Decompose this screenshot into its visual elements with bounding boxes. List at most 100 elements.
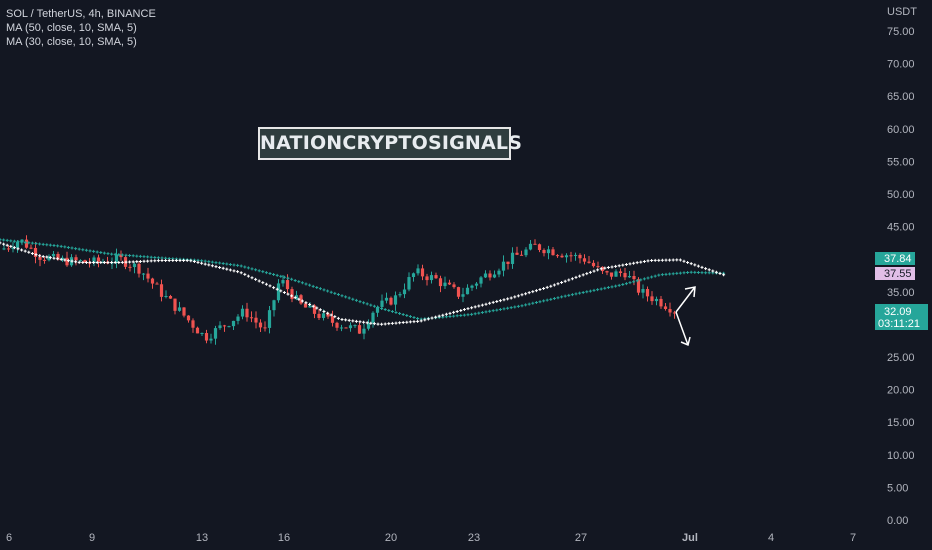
ma-point: [153, 259, 157, 263]
price-tick-label: 55.00: [887, 156, 915, 168]
ma-point: [362, 301, 366, 305]
candle-body: [537, 244, 542, 250]
candle-body: [614, 271, 618, 277]
ma-point: [311, 304, 315, 308]
ma-point: [653, 258, 657, 262]
ma-point: [682, 271, 686, 275]
ma-point: [585, 290, 589, 294]
ma-point: [293, 296, 297, 300]
ma-point: [524, 292, 528, 296]
ma-point: [599, 267, 603, 271]
candle-body: [591, 262, 596, 267]
ma-point: [243, 265, 247, 269]
candle-body: [564, 255, 569, 258]
ma-point: [653, 274, 657, 278]
candle-body: [114, 254, 119, 263]
svg-text:37.84: 37.84: [884, 253, 912, 265]
ma-point: [394, 321, 398, 325]
candle-body: [173, 298, 177, 311]
time-axis[interactable]: 6 9 13 16 20 23 27 Jul 4 7: [6, 532, 856, 544]
ma-point: [92, 249, 96, 253]
candle-body: [542, 249, 546, 254]
ma-point: [484, 302, 488, 306]
candle-body: [65, 257, 69, 266]
ma-point: [574, 292, 578, 296]
ma-point: [322, 288, 326, 292]
ma-point: [5, 243, 9, 247]
symbol-info[interactable]: SOL / TetherUS, 4h, BINANCE: [6, 8, 156, 20]
ma-point: [347, 318, 351, 322]
ma-point: [0, 241, 2, 245]
ma-point: [351, 297, 355, 301]
ma-point: [308, 283, 312, 287]
ma-point: [282, 275, 286, 279]
ma-point: [668, 272, 672, 276]
ma-point: [138, 254, 142, 258]
candle-body: [645, 289, 650, 297]
ma-point: [538, 300, 542, 304]
ma-50-legend[interactable]: MA (50, close, 10, SMA, 5): [6, 22, 137, 34]
ma-point: [365, 302, 369, 306]
ma-point: [178, 259, 182, 263]
ma-point: [63, 245, 67, 249]
ma-point: [495, 300, 499, 304]
ma-point: [138, 259, 142, 263]
price-tick-label: 45.00: [887, 222, 915, 234]
ma-point: [480, 311, 484, 315]
time-tick-label: 4: [768, 532, 774, 544]
ma-point: [635, 279, 639, 283]
time-tick-label: 13: [196, 532, 208, 544]
svg-text:37.55: 37.55: [884, 268, 912, 280]
ma-point: [354, 298, 358, 302]
candle-body: [483, 273, 488, 278]
ma-point: [466, 313, 470, 317]
ma-point: [221, 262, 225, 266]
ma-point: [192, 260, 196, 264]
ma-point: [347, 296, 351, 300]
ma-point: [556, 282, 560, 286]
price-tick-label: 50.00: [887, 189, 915, 201]
candle-body: [510, 252, 515, 264]
ma-point: [264, 271, 268, 275]
ma-point: [398, 312, 402, 316]
ma-point: [41, 242, 45, 246]
candlestick-series: [2, 235, 677, 345]
ma-point: [225, 262, 229, 266]
ma-point: [48, 256, 52, 260]
ma-point: [246, 274, 250, 278]
ma-point: [225, 267, 229, 271]
candle-body: [344, 327, 348, 329]
ma-point: [437, 314, 441, 318]
ma-point: [531, 290, 535, 294]
ma-green-price-tag: 37.84: [875, 252, 915, 265]
ma-30-line: [0, 241, 726, 326]
ma-point: [642, 259, 646, 263]
ma-point: [74, 260, 78, 264]
candle-body: [452, 284, 456, 288]
ma-point: [686, 260, 690, 264]
ma-point: [236, 270, 240, 274]
candle-body: [231, 320, 236, 327]
ma-point: [549, 284, 553, 288]
ma-point: [153, 255, 157, 259]
candle-body: [587, 261, 591, 263]
ma-point: [682, 259, 686, 263]
candle-body: [429, 275, 434, 281]
ma-point: [120, 253, 124, 257]
candle-body: [245, 308, 249, 318]
ma-point: [484, 310, 488, 314]
ma-point: [513, 305, 517, 309]
candle-countdown: 03:11:21: [878, 318, 920, 330]
ma-30-legend[interactable]: MA (30, close, 10, SMA, 5): [6, 36, 137, 48]
ma-point: [545, 285, 549, 289]
candle-body: [524, 249, 528, 256]
ma-point: [585, 272, 589, 276]
ma-point: [380, 322, 384, 326]
candle-body: [11, 247, 15, 249]
candle-body: [128, 266, 132, 268]
ma-point: [282, 291, 286, 295]
candle-body: [254, 317, 258, 323]
candle-body: [155, 283, 159, 285]
candle-body: [506, 261, 510, 264]
